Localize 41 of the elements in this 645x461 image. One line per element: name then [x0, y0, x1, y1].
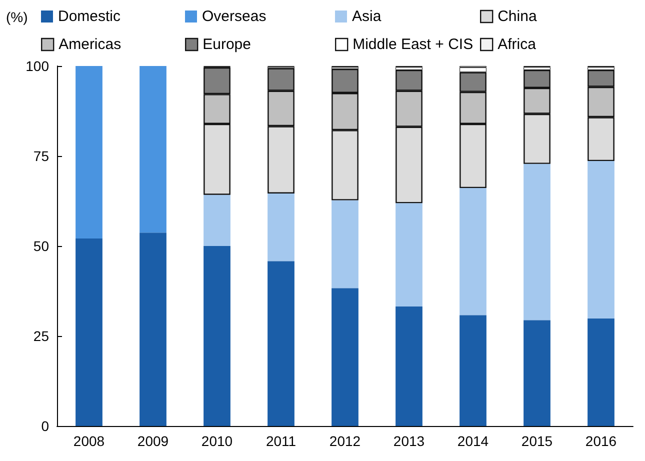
x-tick-label: 2010	[201, 433, 233, 449]
bar	[332, 200, 358, 288]
legend-label: Europe	[202, 36, 251, 53]
legend-label: Overseas	[202, 8, 266, 25]
bar	[524, 164, 550, 320]
x-tick-label: 2014	[457, 433, 489, 449]
legend-label: Americas	[58, 36, 122, 53]
x-tick-label: 2016	[585, 433, 617, 449]
bar	[76, 238, 102, 426]
y-tick-label: 100	[26, 58, 50, 74]
bar	[460, 188, 486, 316]
bar	[268, 193, 294, 262]
bar	[524, 320, 550, 426]
x-tick-label: 2009	[137, 433, 169, 449]
y-tick-label: 50	[33, 238, 50, 254]
legend-label: Asia	[352, 8, 382, 25]
legend-label: Africa	[498, 36, 537, 53]
bar	[76, 66, 102, 238]
bar	[332, 288, 358, 426]
bar	[204, 194, 230, 246]
legend-label: Middle East + CIS	[352, 36, 474, 53]
bar	[140, 232, 166, 426]
y-tick-label: 25	[33, 328, 50, 344]
bar	[268, 261, 294, 426]
bar	[140, 66, 166, 233]
x-tick-label: 2012	[329, 433, 361, 449]
x-tick-label: 2008	[73, 433, 105, 449]
y-tick-label: 0	[41, 418, 50, 434]
bar	[396, 203, 422, 306]
y-axis-title: (%)	[6, 9, 28, 25]
bar	[588, 161, 614, 318]
legend-label: China	[498, 8, 538, 25]
y-tick-label: 75	[33, 148, 50, 164]
x-tick-label: 2011	[266, 433, 296, 449]
x-tick-label: 2013	[393, 433, 425, 449]
bar	[396, 306, 422, 426]
bar	[204, 246, 230, 426]
bar	[460, 315, 486, 426]
bar	[588, 318, 614, 426]
x-tick-label: 2015	[521, 433, 553, 449]
legend-label: Domestic	[58, 8, 122, 25]
